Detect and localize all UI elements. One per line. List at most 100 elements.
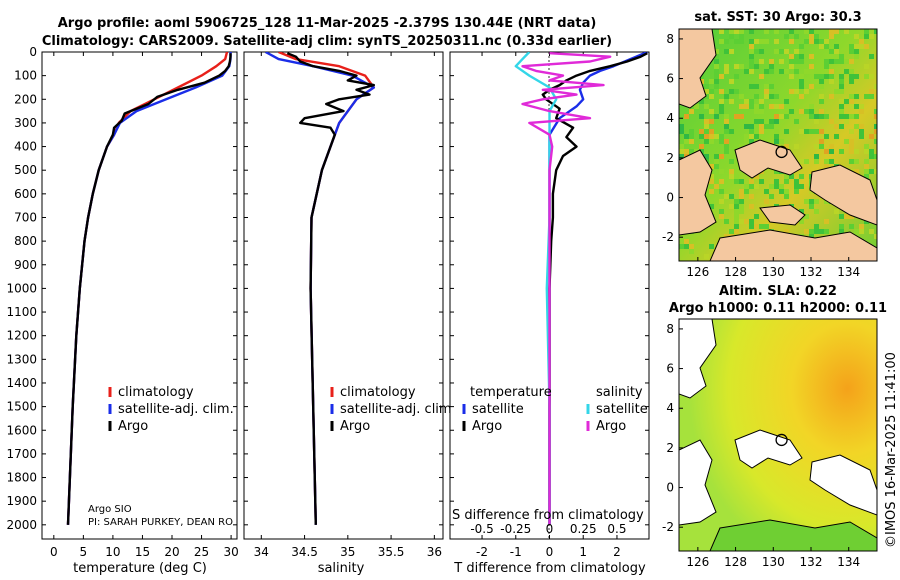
sst-pixel [709,89,714,94]
sst-pixel [829,74,834,79]
sst-pixel [709,204,714,209]
sst-pixel [789,29,794,34]
sst-pixel [709,199,714,204]
credit-institution: Argo SIO [88,504,132,515]
sst-pixel [839,224,844,229]
sst-pixel [689,139,694,144]
sst-pixel [819,229,824,234]
sst-pixel [779,59,784,64]
depth-tick-label: 100 [14,69,37,83]
sst-pixel [809,229,814,234]
sst-pixel [709,79,714,84]
sst-pixel [704,104,709,109]
sst-pixel [859,134,864,139]
sst-pixel [769,124,774,129]
sst-pixel [834,209,839,214]
sst-pixel [869,169,874,174]
sst-pixel [804,89,809,94]
sst-pixel [869,134,874,139]
sst-pixel [799,219,804,224]
sst-pixel [859,39,864,44]
sst-pixel [739,219,744,224]
sst-pixel [859,224,864,229]
sst-pixel [754,64,759,69]
sst-pixel [874,124,877,129]
sst-pixel [799,209,804,214]
sst-pixel [839,54,844,59]
sst-pixel [824,44,829,49]
sst-pixel [774,114,779,119]
legend-label: Argo [472,419,502,434]
temperature-panel: 0100200300400500600700800900100011001200… [6,45,238,576]
sst-pixel [704,84,709,89]
sst-pixel [819,39,824,44]
sst-pixel [779,49,784,54]
sst-pixel [784,109,789,114]
sst-pixel [719,39,724,44]
difference-xlabel: T difference from climatology [453,561,646,576]
sst-pixel [699,114,704,119]
map-lat-label: 8 [666,32,674,46]
sst-pixel [824,134,829,139]
sst-pixel [714,114,719,119]
sst-pixel [819,139,824,144]
map-lon-label: 130 [762,555,785,569]
series-line-salinity-satellite [514,52,558,525]
x-tick-label: 36 [427,545,442,559]
map-lon-label: 134 [837,265,860,279]
sst-pixel [854,149,859,154]
sst-pixel [814,39,819,44]
sst-pixel [749,49,754,54]
sst-pixel [814,144,819,149]
sst-pixel [729,89,734,94]
sst-pixel [839,149,844,154]
sst-pixel [734,74,739,79]
sst-pixel [709,139,714,144]
sst-pixel [874,29,877,34]
sst-pixel [689,129,694,134]
map-lat-label: 0 [666,191,674,205]
sst-pixel [784,174,789,179]
sst-pixel [719,169,724,174]
sst-pixel [774,49,779,54]
sst-pixel [874,154,877,159]
sst-pixel [749,104,754,109]
sst-pixel [849,129,854,134]
sst-pixel [849,104,854,109]
sst-pixel [684,149,689,154]
sst-pixel [744,219,749,224]
sst-pixel [869,34,874,39]
sst-pixel [709,134,714,139]
sst-pixel [864,144,869,149]
land-mass-center [734,139,803,179]
sst-pixel [769,69,774,74]
depth-tick-label: 1500 [6,400,37,414]
sst-pixel [769,194,774,199]
depth-tick-label: 1400 [6,376,37,390]
sst-pixel [809,84,814,89]
sst-pixel [709,129,714,134]
sst-pixel [849,44,854,49]
sst-pixel [779,104,784,109]
x-tick-label: 0 [50,545,58,559]
sst-pixel [824,149,829,154]
sst-pixel [724,69,729,74]
sst-pixel [734,114,739,119]
sst-pixel [739,194,744,199]
x-tick-label: 34.5 [291,545,318,559]
sst-pixel [864,64,869,69]
sst-pixel [814,34,819,39]
sst-pixel [874,114,877,119]
sst-pixel [704,254,709,259]
x-tick-label: 25 [194,545,209,559]
land-mass-w [679,149,717,236]
sst-pixel [814,199,819,204]
sst-pixel [714,59,719,64]
sst-pixel [869,229,874,234]
sst-pixel [704,154,709,159]
map-lon-label: 132 [800,265,823,279]
sst-pixel [734,64,739,69]
sst-pixel [699,144,704,149]
sst-pixel [754,174,759,179]
sst-pixel [764,29,769,34]
